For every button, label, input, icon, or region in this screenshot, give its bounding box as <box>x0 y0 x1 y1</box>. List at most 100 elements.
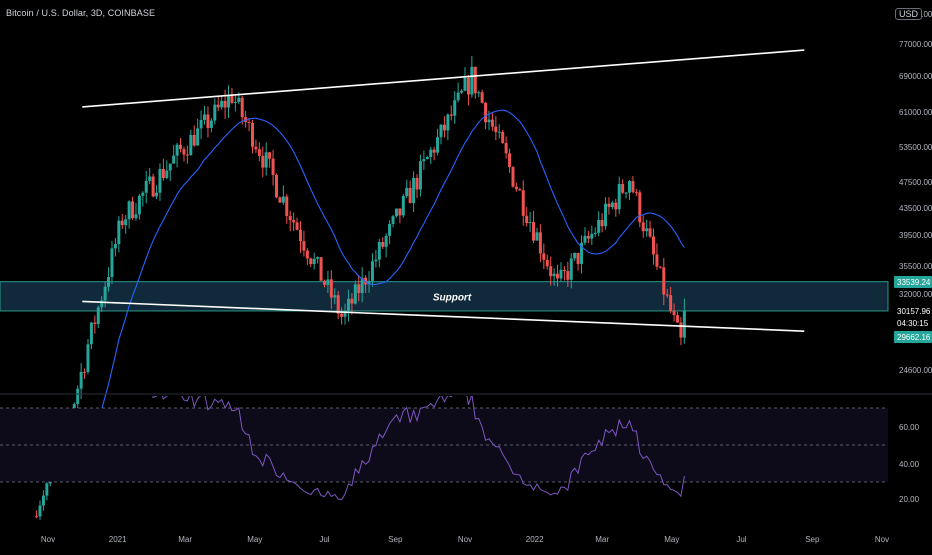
time-tick-label: Nov <box>875 535 889 544</box>
candle-body <box>76 388 80 404</box>
candle-body <box>350 298 354 304</box>
candle <box>518 187 522 191</box>
candle-body <box>175 144 179 156</box>
price-badge-label: 33539.24 <box>897 278 931 287</box>
candle-body <box>281 196 285 203</box>
time-tick-label: May <box>664 535 679 544</box>
candle <box>151 173 155 198</box>
candle-body <box>237 97 241 103</box>
candle <box>641 215 645 238</box>
candles <box>35 55 686 520</box>
candle <box>124 214 128 234</box>
candle-body <box>466 77 470 95</box>
candle-body <box>412 177 416 204</box>
candle-body <box>504 143 508 154</box>
candle <box>511 166 515 188</box>
candle-body <box>343 310 347 317</box>
candle <box>322 279 326 288</box>
candle <box>566 261 570 287</box>
time-tick-label: Jul <box>736 535 746 544</box>
candle <box>271 149 275 186</box>
candle-body <box>600 219 604 227</box>
candle <box>425 155 429 160</box>
candle-body <box>206 114 210 129</box>
candle <box>79 362 83 399</box>
candle <box>148 167 152 185</box>
candle-body <box>131 201 135 219</box>
candle-body <box>682 310 686 338</box>
candle <box>418 154 422 197</box>
candle-body <box>292 220 296 223</box>
candle-body <box>254 146 258 150</box>
candle <box>346 289 350 322</box>
candle <box>549 256 553 286</box>
price-tick-label: 39500.00 <box>899 231 932 240</box>
candle <box>559 262 563 282</box>
time-tick-label: Nov <box>458 535 472 544</box>
candle-body <box>634 192 638 194</box>
candle <box>573 252 577 262</box>
currency-badge[interactable]: USD <box>894 8 922 20</box>
candle-body <box>641 222 645 232</box>
candle <box>658 266 662 269</box>
candle-body <box>240 97 244 118</box>
price-badge-label: 30157.96 <box>897 307 931 316</box>
candle-body <box>144 180 148 193</box>
candle-body <box>576 252 580 264</box>
candle-body <box>473 66 477 94</box>
candle-body <box>638 192 642 223</box>
candle-body <box>384 235 388 247</box>
candle <box>508 148 512 173</box>
candle <box>309 257 313 268</box>
candle-body <box>302 241 306 251</box>
candle-body <box>161 168 165 179</box>
candle <box>278 196 282 203</box>
price-tick-label: 24600.00 <box>899 366 932 375</box>
candle-body <box>381 241 385 247</box>
candle <box>326 270 330 293</box>
candle <box>367 271 371 293</box>
candle-body <box>346 298 350 311</box>
candle <box>391 214 395 228</box>
candle-body <box>278 197 282 203</box>
time-tick-label: 2021 <box>109 535 127 544</box>
candle-body <box>305 250 309 259</box>
candle-body <box>480 92 484 103</box>
support-zone-box <box>0 281 889 312</box>
price-tick-label: 69000.00 <box>899 72 932 81</box>
candle <box>107 267 111 292</box>
candle <box>652 228 656 265</box>
candle-body <box>203 114 207 120</box>
candle-body <box>216 104 220 108</box>
candle-body <box>38 505 42 517</box>
candle <box>350 293 354 315</box>
candle <box>168 163 172 182</box>
candle-body <box>120 220 124 226</box>
candle-body <box>96 307 100 324</box>
candle-body <box>103 286 107 301</box>
candle-body <box>388 223 392 236</box>
candle <box>137 194 141 220</box>
candle-body <box>148 176 152 181</box>
candle-body <box>573 252 577 259</box>
candle <box>319 257 323 281</box>
candle-body <box>192 134 196 146</box>
candle <box>463 67 467 92</box>
candle <box>669 287 673 314</box>
price-badge-bg <box>894 305 932 317</box>
candle-body <box>326 279 330 285</box>
candle-body <box>322 280 326 285</box>
candle <box>442 116 446 138</box>
price-badge: 30157.96 <box>894 305 932 317</box>
symbol-title: Bitcoin / U.S. Dollar, 3D, COINBASE <box>6 8 156 18</box>
candle-body <box>155 192 159 197</box>
candle <box>466 74 470 106</box>
candle <box>408 180 412 204</box>
candle-body <box>374 259 378 262</box>
candle-body <box>100 300 104 308</box>
candle <box>665 288 669 298</box>
candle <box>525 207 529 227</box>
candle <box>648 220 652 238</box>
